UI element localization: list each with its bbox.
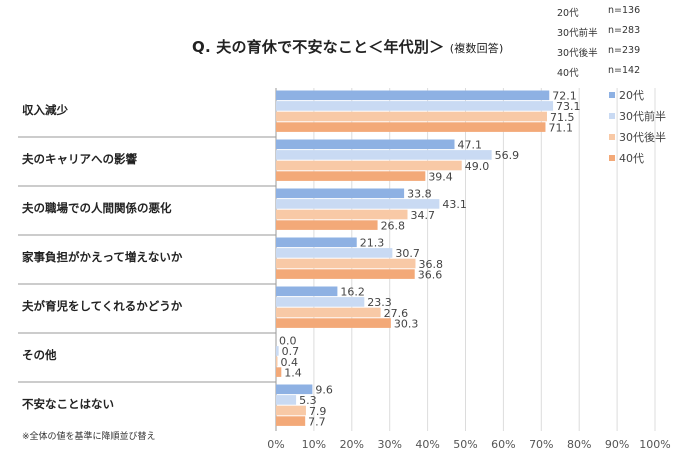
- data-label: 43.1: [442, 198, 467, 211]
- bar: [276, 237, 357, 248]
- footnote: ※全体の値を基準に降順並び替え: [22, 432, 156, 442]
- data-label: 47.1: [458, 139, 483, 152]
- bar: [276, 346, 279, 356]
- legend-swatch: [609, 155, 615, 161]
- bar: [276, 286, 338, 297]
- sample-group-label: 40代: [557, 68, 579, 79]
- bar: [276, 405, 306, 416]
- data-label: 71.1: [548, 121, 573, 134]
- legend-label: 30代後半: [619, 130, 666, 144]
- bar: [276, 258, 416, 269]
- bar: [276, 101, 554, 111]
- category-label: 夫のキャリアへの影響: [22, 152, 137, 166]
- data-label: 0.4: [281, 356, 299, 369]
- bar: [276, 122, 546, 132]
- data-label: 39.4: [428, 170, 453, 183]
- legend-label: 30代前半: [619, 109, 666, 123]
- data-label: 7.9: [309, 405, 327, 418]
- data-label: 7.7: [308, 415, 326, 428]
- x-tick-label: 40%: [415, 438, 439, 451]
- bar: [276, 395, 297, 405]
- data-label: 73.1: [556, 100, 581, 113]
- data-label: 33.8: [407, 188, 432, 201]
- legend-swatch: [609, 113, 615, 119]
- legend-swatch: [609, 134, 615, 140]
- data-label: 27.6: [384, 307, 409, 320]
- sample-size-value: n=142: [608, 65, 641, 76]
- x-tick-label: 80%: [567, 438, 591, 451]
- data-label: 30.7: [395, 247, 420, 260]
- data-label: 72.1: [552, 90, 577, 103]
- category-label: 夫の職場での人間関係の悪化: [22, 201, 172, 215]
- category-label: 不安なことはない: [22, 397, 114, 411]
- data-label: 34.7: [411, 209, 436, 222]
- bar: [276, 384, 313, 395]
- sample-size-value: n=283: [608, 25, 641, 36]
- legend-label: 40代: [619, 152, 644, 165]
- bar: [276, 297, 365, 307]
- legend-label: 20代: [619, 89, 644, 102]
- category-label: 夫が育児をしてくれるかどうか: [22, 299, 183, 313]
- data-label: 30.3: [394, 317, 419, 330]
- bar: [276, 269, 415, 279]
- sample-size-value: n=239: [608, 45, 641, 56]
- category-label: その他: [22, 348, 57, 362]
- bar: [276, 111, 547, 122]
- data-label: 36.6: [418, 268, 443, 281]
- sample-group-label: 20代: [557, 8, 579, 19]
- x-tick-label: 60%: [491, 438, 515, 451]
- bar: [276, 160, 462, 171]
- chart-title: Q. 夫の育休で不安なこと＜年代別＞ (複数回答): [192, 36, 504, 57]
- data-label: 9.6: [315, 384, 333, 397]
- data-label: 23.3: [367, 296, 392, 309]
- bar: [276, 199, 440, 209]
- bar: [276, 356, 278, 367]
- x-tick-label: 100%: [639, 438, 670, 451]
- bar: [276, 220, 378, 230]
- x-tick-label: 90%: [605, 438, 629, 451]
- data-label: 0.7: [282, 345, 300, 358]
- bar: [276, 150, 492, 160]
- data-label: 16.2: [340, 286, 365, 299]
- x-tick-label: 20%: [340, 438, 364, 451]
- data-label: 56.9: [495, 149, 520, 162]
- sample-size-value: n=136: [608, 5, 641, 16]
- x-tick-label: 10%: [302, 438, 326, 451]
- chart-title-text: Q. 夫の育休で不安なこと＜年代別＞: [192, 38, 445, 56]
- data-label: 0.0: [279, 335, 297, 348]
- data-label: 26.8: [381, 219, 406, 232]
- x-tick-label: 70%: [529, 438, 553, 451]
- data-label: 1.4: [284, 366, 302, 379]
- data-label: 49.0: [465, 160, 490, 173]
- bar: [276, 90, 550, 101]
- data-label: 36.8: [418, 258, 443, 271]
- data-label: 5.3: [299, 394, 317, 407]
- category-label: 家事負担がかえって増えないか: [22, 250, 183, 264]
- legend-swatch: [609, 92, 615, 98]
- bar: [276, 209, 408, 220]
- chart-subtitle: (複数回答): [449, 42, 504, 55]
- category-label: 収入減少: [22, 103, 68, 117]
- bar: [276, 171, 426, 181]
- data-label: 71.5: [550, 111, 575, 124]
- bar: [276, 318, 391, 328]
- bar: [276, 139, 455, 150]
- x-tick-label: 50%: [453, 438, 477, 451]
- x-tick-label: 0%: [267, 438, 284, 451]
- x-tick-label: 30%: [377, 438, 401, 451]
- sample-group-label: 30代前半: [557, 28, 598, 39]
- sample-group-label: 30代後半: [557, 48, 598, 59]
- data-label: 21.3: [360, 237, 385, 250]
- bar: [276, 188, 405, 199]
- bar: [276, 307, 381, 318]
- bar: [276, 416, 306, 426]
- bar: [276, 248, 393, 258]
- bar: [276, 367, 282, 377]
